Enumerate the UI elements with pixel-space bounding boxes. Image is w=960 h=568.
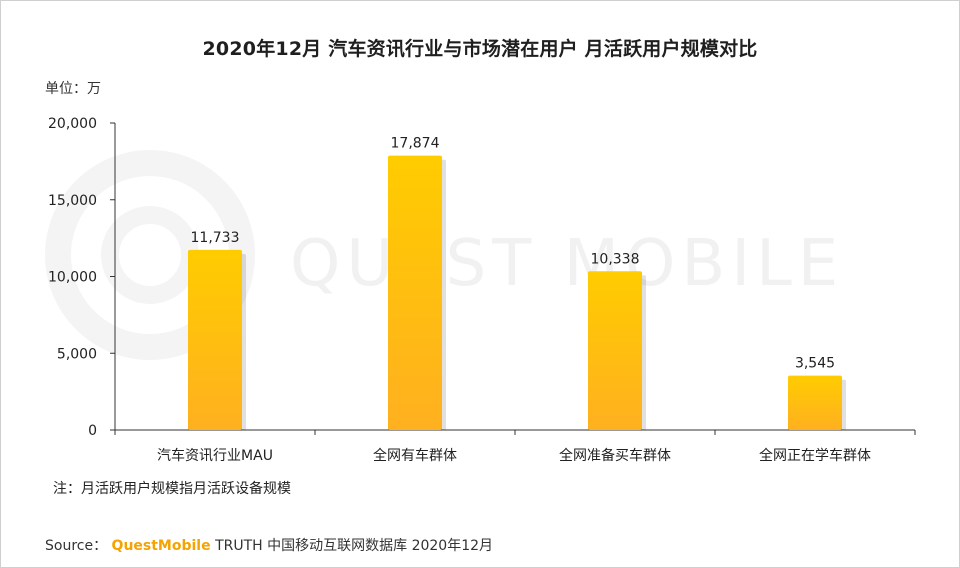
- bar: [588, 271, 642, 430]
- watermark-inner-ring: [101, 206, 199, 304]
- bars: [188, 155, 846, 430]
- source-prefix: Source：: [45, 538, 108, 554]
- category-label: 汽车资讯行业MAU: [157, 447, 273, 464]
- bar: [388, 155, 442, 430]
- watermark-text: QUEST MOBILE: [290, 227, 844, 301]
- y-tick-label: 0: [88, 423, 97, 439]
- bar-value-label: 3,545: [795, 356, 835, 372]
- bar: [188, 249, 242, 430]
- source-line: Source： QuestMobile TRUTH 中国移动互联网数据库 202…: [45, 535, 493, 555]
- source-brand: QuestMobile: [111, 538, 211, 554]
- y-tick-label: 10,000: [48, 270, 97, 286]
- bar-value-label: 11,733: [191, 230, 240, 246]
- category-label: 全网准备买车群体: [559, 447, 671, 464]
- unit-label: 单位：万: [45, 81, 101, 97]
- y-tick-label: 20,000: [48, 116, 97, 132]
- category-label: 全网正在学车群体: [759, 447, 871, 464]
- bar-value-label: 10,338: [591, 251, 640, 267]
- labels: 11,733 汽车资讯行业MAU 17,874 全网有车群体 10,338 全网准备买车群…: [157, 136, 871, 464]
- source-text: TRUTH 中国移动互联网数据库 2020年12月: [215, 538, 494, 554]
- category-label: 全网有车群体: [373, 447, 457, 464]
- footnote: 注：月活跃用户规模指月活跃设备规模: [53, 481, 291, 497]
- chart-title: 2020年12月 汽车资讯行业与市场潜在用户 月活跃用户规模对比: [202, 38, 758, 60]
- axes: 0 5,000 10,000 15,000 20,000: [48, 116, 916, 439]
- bar-value-label: 17,874: [391, 136, 440, 152]
- watermark: QUEST MOBILE: [45, 150, 844, 360]
- y-tick-label: 15,000: [48, 193, 97, 209]
- y-tick-label: 5,000: [57, 346, 97, 362]
- bar: [788, 375, 842, 430]
